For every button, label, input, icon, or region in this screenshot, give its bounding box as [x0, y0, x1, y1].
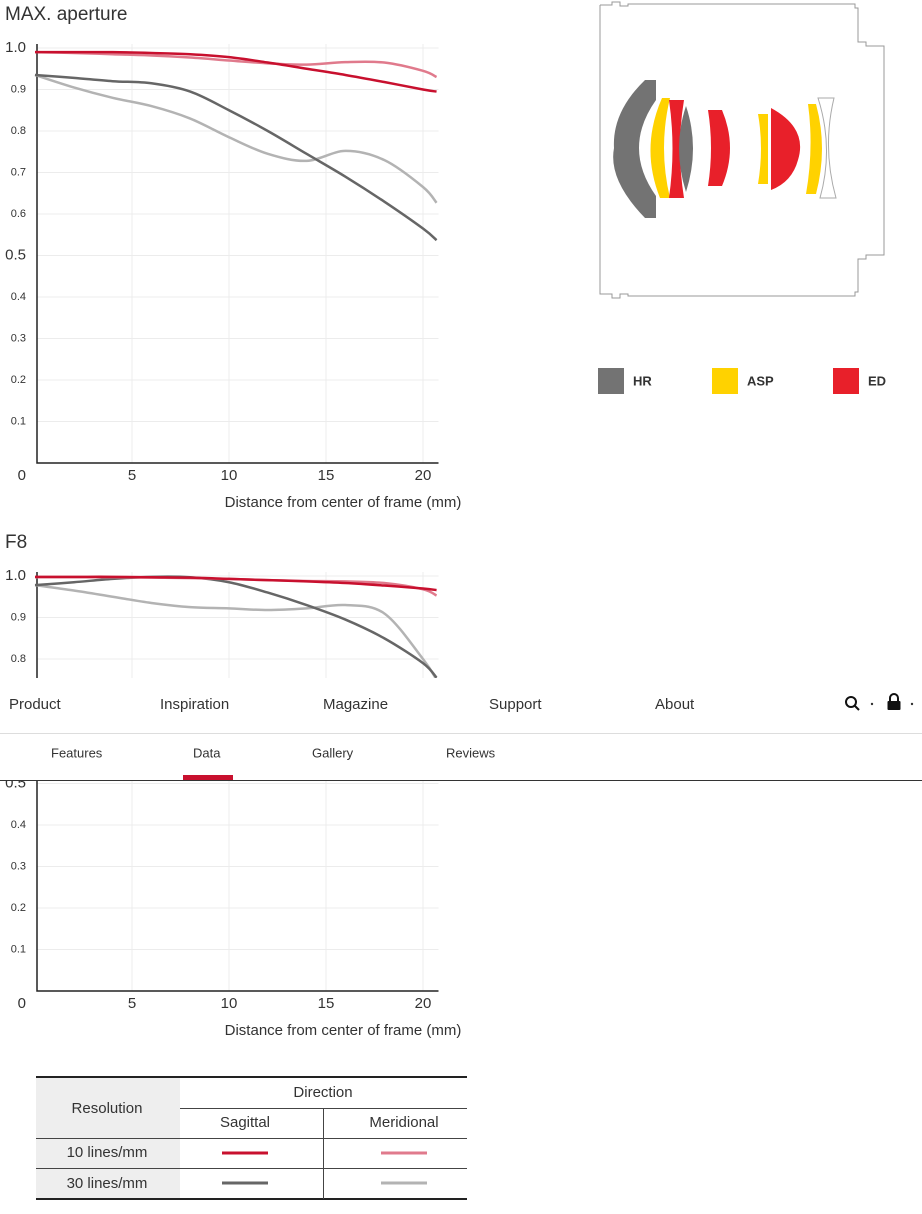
y-tick-label: 1.0 [5, 39, 26, 56]
x-tick-label: 20 [415, 995, 432, 1012]
series-line [34, 575, 438, 679]
legend-label: HR [633, 373, 652, 388]
series-line [34, 50, 438, 79]
legend-label: ED [868, 373, 886, 388]
table-cell-bg [36, 1139, 180, 1168]
table-header: Direction [293, 1084, 352, 1101]
lens-asp-3 [806, 104, 822, 194]
legend-swatch [833, 368, 859, 394]
y-tick-label: 0 [18, 467, 26, 484]
lens-ed-2 [708, 110, 730, 186]
subnav-item[interactable]: Data [193, 745, 221, 760]
y-tick-label: 0.2 [11, 902, 26, 914]
nav-item[interactable]: Support [489, 696, 542, 713]
chart: MAX. aperture 0 0.1 0.2 0.3 0.4 0.5 0.6 0.7 0.8 0.… [5, 4, 461, 511]
table-row-label: 30 lines/mm [67, 1175, 148, 1192]
y-tick-label: 0.6 [11, 208, 26, 220]
y-tick-label: 1.0 [5, 567, 26, 584]
x-tick-label: 15 [318, 467, 335, 484]
series-line [34, 73, 438, 242]
x-tick-label: 15 [318, 995, 335, 1012]
nav-item[interactable]: Magazine [323, 696, 388, 713]
y-tick-label: 0.8 [11, 653, 26, 665]
nav-dot [910, 702, 914, 706]
x-tick-label: 10 [221, 995, 238, 1012]
table-cell-bg [36, 1078, 180, 1138]
legend: HR ASP ED [598, 368, 886, 394]
legend-swatch [712, 368, 738, 394]
legend-swatch [598, 368, 624, 394]
nav-dot [870, 702, 874, 706]
nav-item[interactable]: Inspiration [160, 696, 229, 713]
lens-ed-3 [771, 108, 801, 190]
chart-title: MAX. aperture [5, 4, 128, 25]
subnav-item[interactable]: Features [51, 745, 103, 760]
y-tick-label: 0.2 [11, 374, 26, 386]
table-header: Meridional [369, 1114, 438, 1131]
table-header: Resolution [72, 1100, 143, 1117]
chart-title: F8 [5, 532, 27, 553]
chart: F800.10.20.30.40.50.60.70.80.91.05101520… [5, 532, 461, 1039]
legend-label: ASP [747, 373, 774, 388]
charts: MAX. aperture 0 0.1 0.2 0.3 0.4 0.5 0.6 0.7 0.8 0.… [5, 4, 461, 1039]
table-header: Sagittal [220, 1114, 270, 1131]
y-tick-label: 0.1 [11, 943, 26, 955]
table-cell-bg [36, 1169, 180, 1199]
subnav-item[interactable]: Reviews [446, 745, 496, 760]
lens-asp-2 [758, 114, 768, 184]
subnav-item[interactable]: Gallery [312, 745, 354, 760]
lens-asp-1 [650, 98, 670, 198]
x-axis-label: Distance from center of frame (mm) [225, 1022, 462, 1039]
y-tick-label: 0.1 [11, 415, 26, 427]
x-tick-label: 5 [128, 467, 136, 484]
table-row-label: 10 lines/mm [67, 1144, 148, 1161]
series-line [35, 50, 437, 93]
barrel-outline [599, 1, 885, 299]
lens-glass [817, 97, 837, 199]
axis [36, 44, 439, 464]
y-tick-label: 0.9 [11, 83, 26, 95]
y-tick-label: 0.7 [11, 166, 26, 178]
y-tick-label: 0.3 [11, 332, 26, 344]
legend-table: Resolution Direction Sagittal Meridional… [36, 1076, 467, 1200]
x-axis-label: Distance from center of frame (mm) [225, 494, 462, 511]
subnav-active-indicator [183, 775, 233, 780]
lens-hr-1 [613, 80, 656, 218]
navigation: Product Inspiration Magazine Support About Fe… [0, 678, 922, 781]
lens-hr-2 [679, 106, 693, 192]
series-line [34, 73, 438, 204]
search-icon[interactable] [845, 696, 860, 711]
x-tick-label: 10 [221, 467, 238, 484]
nav-item[interactable]: About [655, 696, 695, 713]
y-tick-label: 0.8 [11, 125, 26, 137]
lens-ed-1 [669, 100, 684, 198]
y-tick-label: 0 [18, 995, 26, 1012]
y-tick-label: 0.4 [11, 291, 26, 303]
lock-icon[interactable] [887, 693, 901, 710]
nav-item[interactable]: Product [9, 696, 62, 713]
x-tick-label: 5 [128, 995, 136, 1012]
series-line [34, 583, 438, 681]
lens-diagram [599, 1, 885, 299]
y-tick-label: 0.4 [11, 819, 26, 831]
series-line [35, 575, 437, 592]
nav-background [0, 678, 922, 780]
y-tick-label: 0.5 [5, 246, 26, 263]
x-tick-label: 20 [415, 467, 432, 484]
y-tick-label: 0.9 [11, 611, 26, 623]
y-tick-label: 0.3 [11, 860, 26, 872]
